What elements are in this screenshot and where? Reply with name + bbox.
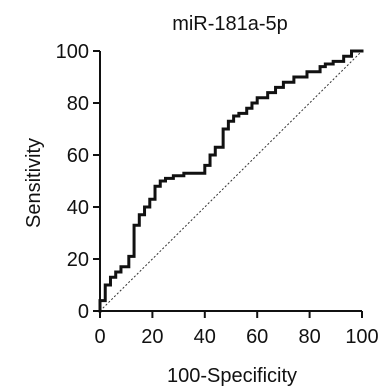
y-tick-label: 20 <box>67 249 89 271</box>
y-axis-ticks: 0 20 40 60 80 100 <box>56 41 100 323</box>
x-tick-label: 60 <box>246 326 268 348</box>
x-tick-label: 20 <box>141 326 163 348</box>
x-axis-ticks: 0 20 40 60 80 100 <box>94 311 379 348</box>
y-tick-label: 80 <box>67 93 89 115</box>
x-tick-label: 40 <box>194 326 216 348</box>
plot-area: 0 20 40 60 80 100 0 20 40 60 80 100 <box>56 41 379 348</box>
reference-diagonal <box>99 50 363 312</box>
x-axis-title: 100-Specificity <box>167 365 297 387</box>
x-tick-label: 100 <box>345 326 378 348</box>
roc-series <box>98 49 364 313</box>
y-axis-title: Sensitivity <box>23 138 45 228</box>
chart-title: miR-181a-5p <box>172 13 288 35</box>
y-tick-label: 0 <box>78 301 89 323</box>
x-tick-label: 80 <box>298 326 320 348</box>
y-tick-label: 100 <box>56 41 89 63</box>
reference-diagonal-line <box>99 50 363 312</box>
x-tick-label: 0 <box>94 326 105 348</box>
roc-curve <box>98 49 364 313</box>
y-tick-label: 40 <box>67 197 89 219</box>
y-tick-label: 60 <box>67 145 89 167</box>
